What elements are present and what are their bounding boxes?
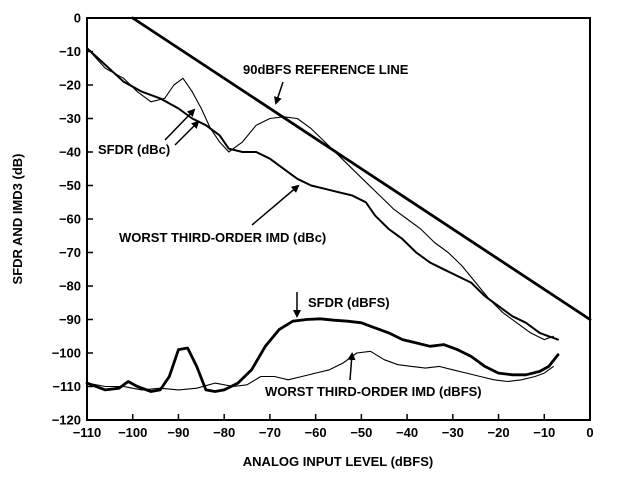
annotation-imd-dbc: WORST THIRD-ORDER IMD (dBc) — [119, 230, 326, 245]
x-tick-label: −80 — [213, 425, 235, 440]
y-tick-label: −40 — [59, 145, 81, 160]
x-tick-label: 0 — [586, 425, 593, 440]
series-line-4 — [86, 350, 554, 391]
tick-labels: −110 −100 −90 −80 −70 −60 −50 −40 −30 −20 −10 00−10… — [52, 11, 594, 441]
x-tick-label: −50 — [350, 425, 372, 440]
arrow-sfdr-dbc-2 — [174, 120, 200, 146]
y-tick-label: −10 — [59, 44, 81, 59]
axis-ticks — [86, 17, 591, 421]
x-tick-label: −70 — [259, 425, 281, 440]
y-tick-label: −50 — [59, 178, 81, 193]
annotation-imd-dbfs: WORST THIRD-ORDER IMD (dBFS) — [265, 384, 482, 399]
arrow-sfdr-dbc-1 — [164, 108, 196, 141]
series-line-3 — [85, 317, 560, 393]
x-tick-label: −60 — [305, 425, 327, 440]
y-tick-label: −30 — [59, 111, 81, 126]
y-tick-label: −80 — [59, 279, 81, 294]
y-tick-label: −60 — [59, 212, 81, 227]
x-tick-label: −20 — [488, 425, 510, 440]
x-tick-label: −30 — [442, 425, 464, 440]
arrow-imd-dbc — [251, 184, 300, 226]
y-tick-label: −90 — [59, 312, 81, 327]
y-tick-label: −20 — [59, 78, 81, 93]
annotation-sfdr-dbfs: SFDR (dBFS) — [308, 295, 390, 310]
arrow-reference-line — [274, 81, 284, 105]
annotation-sfdr-dbc: SFDR (dBc) — [98, 142, 170, 157]
y-tick-label: 0 — [74, 11, 81, 26]
x-tick-label: −110 — [73, 425, 102, 440]
series-line-1 — [86, 47, 554, 341]
y-axis-title: SFDR AND IMD3 (dB) — [10, 154, 25, 285]
x-tick-label: −10 — [533, 425, 555, 440]
y-tick-label: −100 — [52, 346, 81, 361]
plot-frame — [86, 17, 591, 421]
y-tick-label: −120 — [52, 413, 81, 428]
annotation-reference-line: 90dBFS REFERENCE LINE — [243, 62, 409, 77]
x-axis-title: ANALOG INPUT LEVEL (dBFS) — [243, 454, 433, 469]
x-tick-label: −100 — [118, 425, 147, 440]
y-tick-label: −70 — [59, 245, 81, 260]
y-tick-label: −110 — [52, 379, 81, 394]
x-tick-label: −90 — [167, 425, 189, 440]
arrow-imd-dbfs — [347, 352, 356, 381]
series-line-0 — [131, 16, 592, 321]
x-tick-label: −40 — [396, 425, 418, 440]
